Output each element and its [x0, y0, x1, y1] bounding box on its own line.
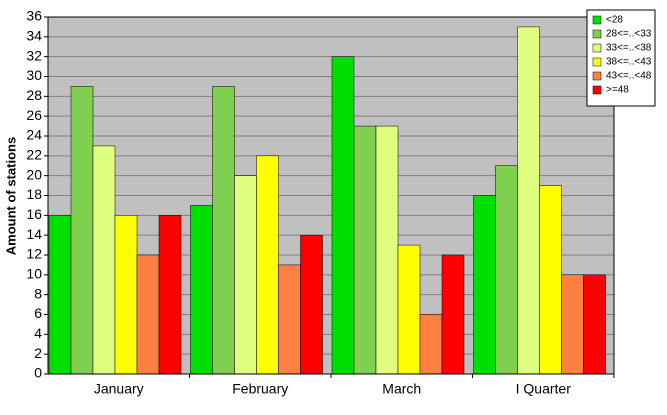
legend-swatch	[592, 85, 602, 95]
legend: <28 28<=..<33 33<=..<38 38<=..<43 43<=..<48 >…	[586, 9, 656, 107]
y-tick-label: 20	[26, 166, 42, 182]
y-axis-label: Amount of stations	[3, 137, 18, 255]
x-tick-label: February	[232, 381, 288, 397]
legend-label: 38<=..<43	[606, 57, 652, 68]
y-tick-label: 2	[34, 345, 42, 361]
legend-label: 43<=..<48	[606, 71, 652, 82]
y-tick-label: 16	[26, 206, 42, 222]
bar	[517, 26, 540, 375]
legend-label: 28<=..<33	[606, 29, 652, 40]
plot-border	[47, 16, 615, 375]
bar	[92, 145, 116, 375]
x-tick-label: I Quarter	[516, 381, 572, 397]
legend-label: <28	[606, 15, 623, 26]
y-tick-label: 8	[34, 285, 42, 301]
x-tick-label: March	[382, 381, 421, 397]
bar	[331, 56, 355, 375]
bar	[561, 274, 584, 375]
y-tick-label: 26	[26, 107, 42, 123]
y-tick-label: 22	[26, 147, 42, 163]
y-tick-label: 10	[26, 266, 42, 282]
bar	[473, 195, 496, 375]
bar	[48, 215, 72, 375]
legend-swatch	[592, 57, 602, 67]
bar	[300, 234, 323, 375]
bar	[158, 215, 182, 375]
y-tick-label: 24	[26, 127, 42, 143]
bar	[136, 254, 160, 375]
bar	[256, 155, 279, 375]
bar	[278, 264, 301, 375]
y-tick-label: 30	[26, 67, 42, 83]
bar	[70, 86, 94, 375]
y-tick-label: 14	[26, 226, 42, 242]
bar	[397, 244, 421, 375]
y-tick-label: 34	[26, 28, 42, 44]
bar	[495, 165, 518, 375]
bar	[234, 175, 257, 375]
legend-swatch	[592, 71, 602, 81]
y-tick-label: 32	[26, 47, 42, 63]
x-tick-label: January	[94, 381, 144, 397]
bar	[190, 205, 213, 375]
y-tick-label: 12	[26, 246, 42, 262]
bar	[441, 254, 465, 375]
bar	[212, 86, 235, 375]
legend-swatch	[592, 15, 602, 25]
bar	[583, 274, 606, 375]
y-tick-label: 28	[26, 87, 42, 103]
bar	[375, 125, 399, 375]
legend-swatch	[592, 43, 602, 53]
bar	[539, 185, 562, 375]
bar	[353, 125, 377, 375]
bar	[419, 314, 443, 375]
legend-label: 33<=..<38	[606, 43, 652, 54]
y-tick-label: 18	[26, 186, 42, 202]
y-tick-label: 0	[34, 365, 42, 381]
y-tick-label: 6	[34, 305, 42, 321]
y-tick-label: 4	[34, 325, 42, 341]
bar	[114, 215, 138, 375]
y-tick-label: 36	[26, 8, 42, 24]
legend-label: >=48	[606, 85, 629, 96]
legend-swatch	[592, 29, 602, 39]
